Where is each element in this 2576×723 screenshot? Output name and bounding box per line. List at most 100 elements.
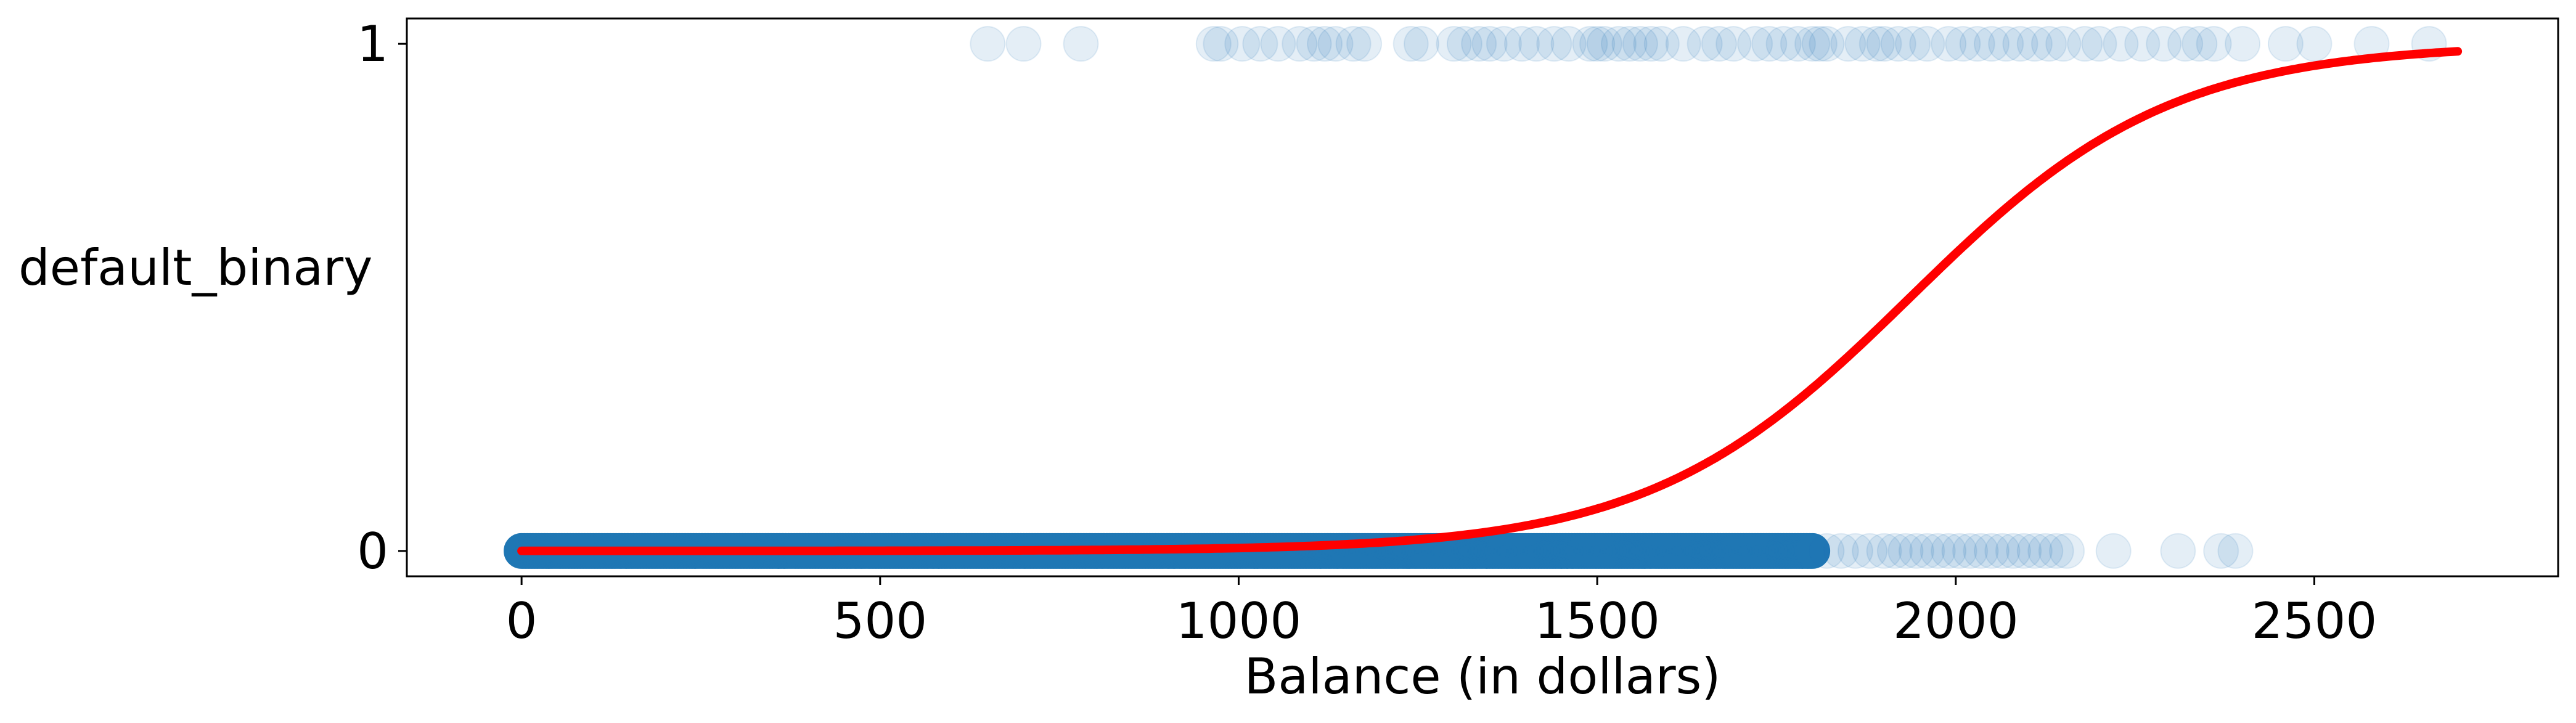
data-point (2002, 26, 2038, 62)
data-point (1780, 26, 1816, 62)
data-point (2045, 26, 2082, 62)
x-tick-label: 1500 (1534, 592, 1660, 650)
data-point (1296, 26, 1332, 62)
data-point (1195, 26, 1232, 62)
data-point (2006, 533, 2042, 569)
data-point (1941, 533, 1977, 569)
data-point (1504, 26, 1540, 62)
data-point (2146, 26, 2182, 62)
data-point (2016, 26, 2053, 62)
data-point (2038, 533, 2074, 569)
data-point (1461, 26, 1497, 62)
data-point (1809, 26, 1845, 62)
data-point (1665, 26, 1701, 62)
data-point (1622, 26, 1658, 62)
data-point (2027, 533, 2064, 569)
data-point (1687, 26, 1723, 62)
data-point (1909, 533, 1945, 569)
data-point (2225, 26, 2261, 62)
data-point (1974, 533, 2010, 569)
data-point (970, 26, 1006, 62)
data-point (1392, 26, 1429, 62)
data-point (1242, 26, 1278, 62)
y-tick-label: 0 (357, 523, 388, 580)
data-point (1005, 26, 1042, 62)
data-point (1335, 26, 1372, 62)
data-point (1959, 26, 1995, 62)
data-point (1446, 26, 1482, 62)
data-point (1801, 26, 1838, 62)
data-point (2103, 26, 2139, 62)
data-point (1063, 26, 1099, 62)
data-point (1486, 26, 1522, 62)
data-point (1765, 26, 1802, 62)
data-point (1751, 26, 1788, 62)
data-point (1931, 533, 1967, 569)
data-point (1307, 26, 1343, 62)
data-point (1518, 26, 1555, 62)
data-point (1876, 533, 1913, 569)
data-point (1809, 533, 1845, 569)
data-point (1866, 533, 1902, 569)
fit-curve-layer (517, 47, 2463, 555)
plot-frame (406, 17, 2559, 578)
data-point (1844, 26, 1881, 62)
data-point (1866, 26, 1902, 62)
x-tick-label: 500 (833, 592, 927, 650)
y-axis-label: default_binary (18, 239, 372, 296)
data-point (1794, 26, 1831, 62)
data-point (1317, 26, 1354, 62)
data-point (1224, 26, 1261, 62)
data-point (1931, 26, 1967, 62)
data-point (1550, 26, 1587, 62)
data-point (1984, 533, 2021, 569)
data-point (1887, 533, 1924, 569)
data-point (1898, 533, 1934, 569)
data-point (1572, 26, 1608, 62)
data-point (2067, 26, 2103, 62)
data-point (1282, 26, 1318, 62)
data-point (2124, 26, 2161, 62)
x-tick-label: 1000 (1176, 592, 1302, 650)
data-point (2296, 26, 2333, 62)
x-tick-label: 0 (506, 592, 538, 650)
data-point (1715, 26, 1752, 62)
data-point (1346, 26, 1383, 62)
data-point (1586, 26, 1622, 62)
data-point (1880, 26, 1916, 62)
data-point (1436, 26, 1472, 62)
data-point (1823, 533, 1859, 569)
data-point (2267, 26, 2304, 62)
data-point (1203, 26, 1239, 62)
data-point (1601, 26, 1637, 62)
data-point (1852, 533, 1888, 569)
data-point (2203, 533, 2239, 569)
data-point (2031, 26, 2067, 62)
data-point (1837, 533, 1873, 569)
data-point (2016, 533, 2053, 569)
data-point (1579, 26, 1616, 62)
data-point (1974, 26, 2010, 62)
data-point (2181, 26, 2218, 62)
data-point (1794, 533, 1831, 569)
data-point (2049, 533, 2085, 569)
data-point (2095, 533, 2132, 569)
data-point (1701, 26, 1737, 62)
data-point (1260, 26, 1296, 62)
data-point (1611, 26, 1648, 62)
logistic-fit-curve (517, 47, 2463, 555)
data-point (1920, 533, 1956, 569)
data-point (2081, 26, 2117, 62)
data-point (1536, 26, 1572, 62)
data-point (1995, 533, 2031, 569)
data-point (1404, 26, 1440, 62)
data-point (1988, 26, 2024, 62)
data-point (2160, 533, 2196, 569)
y-axis: 01 (357, 15, 407, 580)
data-point (1952, 533, 1989, 569)
x-axis-label: Balance (in dollars) (1244, 648, 1720, 705)
data-point (1945, 26, 1981, 62)
x-tick-label: 2000 (1893, 592, 2019, 650)
data-point (2196, 26, 2232, 62)
